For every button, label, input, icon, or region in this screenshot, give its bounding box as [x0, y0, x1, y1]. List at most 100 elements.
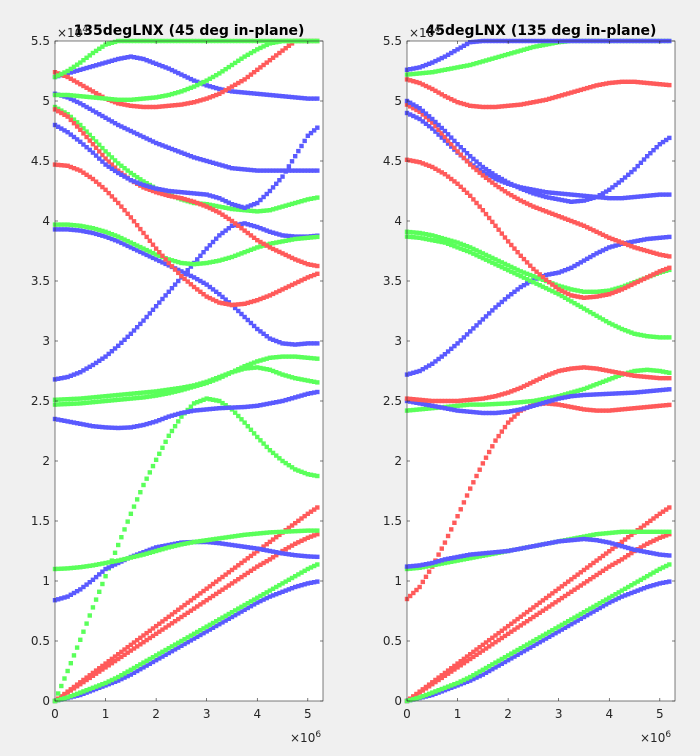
data-point [531, 544, 536, 549]
data-point [635, 368, 640, 373]
data-point [610, 80, 615, 85]
data-point [663, 563, 669, 569]
data-point [109, 236, 115, 242]
data-point [483, 257, 489, 262]
data-point [210, 207, 216, 212]
data-point [220, 373, 225, 378]
data-point [131, 670, 137, 675]
data-point [258, 45, 263, 51]
data-point [417, 109, 422, 114]
data-point [528, 616, 533, 622]
data-point [65, 695, 70, 700]
data-point [436, 168, 441, 173]
data-point [626, 242, 631, 248]
data-point [537, 188, 542, 194]
data-point [550, 628, 555, 633]
data-point [667, 505, 672, 510]
data-point [613, 196, 618, 201]
data-point [635, 246, 640, 251]
data-point [68, 401, 74, 407]
data-point [449, 683, 454, 688]
data-point [616, 242, 621, 247]
data-point [613, 407, 618, 413]
data-point [220, 620, 225, 625]
data-point [201, 600, 206, 605]
data-point [201, 292, 206, 297]
data-point [534, 543, 539, 548]
data-point [648, 572, 653, 577]
data-point [160, 187, 165, 192]
data-point [74, 421, 80, 426]
data-point [239, 311, 244, 317]
data-point [119, 673, 124, 678]
data-point [572, 537, 577, 543]
data-point [417, 690, 422, 695]
data-point [236, 611, 241, 616]
data-point [229, 223, 235, 228]
data-point [255, 549, 260, 554]
data-point [292, 95, 298, 100]
data-point [289, 168, 295, 173]
data-point [641, 586, 647, 591]
data-point [663, 533, 669, 538]
data-point [217, 204, 222, 209]
data-point [496, 175, 501, 180]
data-point [483, 166, 489, 172]
data-point [65, 222, 70, 227]
data-point [575, 585, 580, 590]
data-point [280, 233, 285, 238]
data-point [286, 202, 292, 207]
data-point [635, 279, 640, 285]
data-point [274, 206, 279, 211]
data-point [116, 560, 121, 566]
data-point [607, 600, 612, 605]
data-point [248, 233, 254, 238]
data-point [597, 601, 602, 606]
data-point [176, 270, 181, 276]
data-point [248, 404, 254, 409]
data-point [581, 258, 587, 263]
data-point [138, 226, 143, 232]
data-point [474, 323, 479, 328]
data-point [578, 616, 584, 621]
data-point [483, 670, 489, 675]
data-point [588, 196, 593, 201]
series-branch-12 [52, 227, 320, 347]
data-point [65, 112, 70, 117]
data-point [449, 242, 454, 248]
data-point [632, 167, 637, 172]
data-point [267, 58, 273, 63]
chart-title-left: 135degLNX (45 deg in-plane) [74, 23, 305, 39]
data-point [641, 575, 647, 581]
data-point [311, 580, 317, 585]
data-point [426, 406, 432, 411]
data-point [641, 405, 647, 410]
data-point [289, 586, 295, 591]
data-point [78, 67, 83, 72]
data-point [420, 562, 426, 567]
data-point [641, 529, 647, 534]
data-point [248, 604, 254, 609]
data-point [641, 549, 647, 554]
data-point [242, 167, 247, 172]
data-point [97, 227, 102, 233]
data-point [116, 97, 121, 102]
data-point [496, 184, 501, 190]
data-point [251, 597, 257, 602]
data-point [553, 588, 558, 594]
data-point [619, 287, 625, 292]
data-point [565, 394, 571, 399]
data-point [147, 470, 153, 475]
data-point [600, 232, 606, 237]
data-point [131, 219, 137, 224]
data-point [411, 370, 416, 375]
data-point [588, 310, 593, 315]
data-point [166, 433, 171, 438]
data-point [569, 394, 574, 399]
data-point [229, 581, 235, 586]
data-point [125, 425, 130, 430]
data-point [255, 564, 260, 569]
data-point [93, 95, 99, 100]
data-point [226, 611, 232, 617]
data-point [296, 376, 301, 381]
